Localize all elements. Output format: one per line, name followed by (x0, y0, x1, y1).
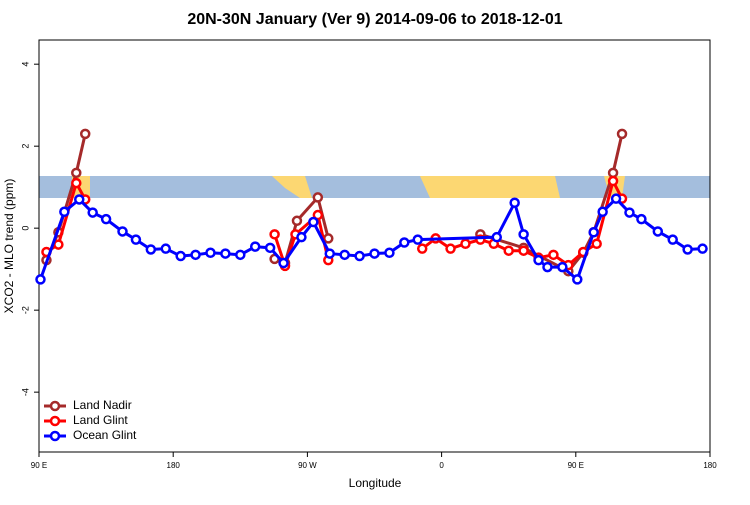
point (607, 167, 619, 179)
point (384, 247, 395, 259)
x-tick-label: 0 (439, 461, 444, 470)
point (87, 207, 98, 218)
map-strip (39, 176, 710, 198)
point (130, 234, 142, 245)
legend-label: Ocean Glint (73, 428, 137, 442)
point (636, 213, 647, 225)
x-tick-label: 90 E (568, 461, 584, 470)
point (264, 242, 276, 254)
point (59, 206, 70, 218)
y-tick-label: -2 (20, 306, 30, 314)
point (610, 193, 622, 204)
point (412, 234, 423, 245)
point (572, 274, 583, 285)
point (308, 216, 319, 228)
x-tick-label: 90 W (298, 461, 317, 470)
point (324, 248, 336, 259)
point (323, 233, 334, 244)
point (624, 207, 635, 218)
point (597, 206, 608, 218)
y-tick-label: 2 (20, 144, 30, 149)
point (117, 226, 128, 237)
point (416, 243, 428, 254)
legend-marker (49, 430, 61, 442)
point (71, 167, 82, 179)
point (369, 248, 380, 259)
point (542, 261, 553, 273)
chart-title: 20N-30N January (Ver 9) 2014-09-06 to 20… (187, 11, 562, 28)
point (71, 177, 82, 189)
x-axis-label: Longitude (349, 476, 402, 490)
point (339, 249, 350, 261)
x-tick-label: 180 (703, 461, 717, 470)
x-tick-label: 90 E (31, 461, 47, 470)
point (682, 244, 693, 255)
y-axis-label: XCO2 - MLO trend (ppm) (2, 179, 16, 314)
point (509, 197, 520, 209)
y-tick-label: 4 (20, 62, 30, 67)
legend-label: Land Glint (73, 413, 128, 427)
point (278, 257, 289, 269)
point (100, 213, 112, 225)
point (74, 194, 85, 205)
point (312, 209, 324, 221)
point (145, 244, 157, 255)
point (354, 250, 365, 262)
legend-marker (49, 415, 61, 427)
point (667, 234, 678, 245)
point (296, 231, 307, 243)
legend-marker (49, 400, 61, 412)
point (533, 254, 544, 266)
point (291, 215, 303, 227)
point (607, 175, 619, 187)
plot-frame (38, 39, 711, 453)
point (269, 229, 280, 240)
point (616, 128, 628, 140)
y-tick-label: 0 (20, 226, 30, 231)
point (460, 238, 471, 249)
y-tick-label: -4 (20, 388, 30, 396)
point (588, 227, 599, 238)
point (503, 245, 514, 256)
point (445, 243, 456, 254)
point (190, 249, 201, 261)
point (235, 249, 246, 261)
point (79, 128, 91, 140)
x-tick-label: 180 (167, 461, 181, 470)
point (697, 243, 708, 254)
point (35, 274, 46, 285)
point (548, 249, 559, 261)
point (312, 192, 324, 203)
point (518, 229, 529, 240)
point (175, 250, 186, 262)
point (399, 237, 410, 248)
series-line (45, 133, 624, 274)
point (220, 248, 231, 259)
point (205, 247, 216, 259)
point (53, 239, 64, 250)
point (491, 231, 503, 243)
point (557, 261, 568, 273)
point (160, 243, 171, 254)
point (591, 238, 602, 249)
point (249, 241, 261, 252)
legend-label: Land Nadir (73, 398, 132, 412)
point (518, 245, 529, 256)
point (652, 226, 664, 237)
